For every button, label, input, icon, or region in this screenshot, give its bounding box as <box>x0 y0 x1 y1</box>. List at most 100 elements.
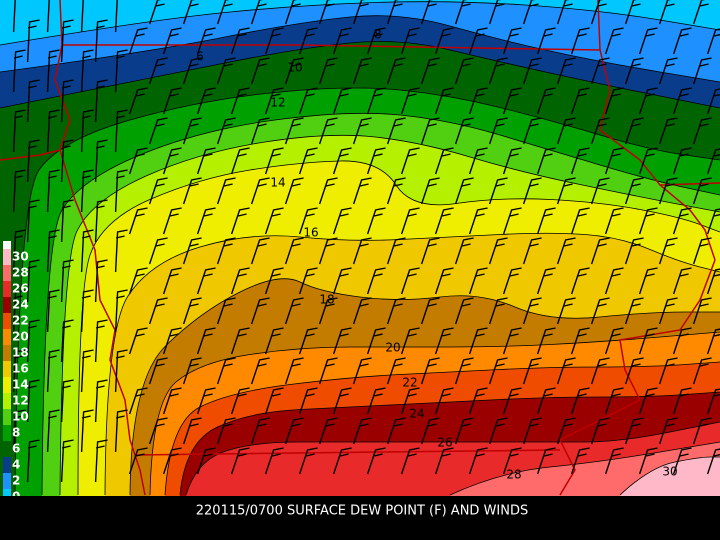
wind-barb <box>590 237 610 265</box>
wind-barb <box>488 177 508 205</box>
wind-barb <box>264 147 284 175</box>
wind-barb <box>284 357 304 385</box>
wind-barb <box>250 117 270 145</box>
wind-barb <box>638 267 658 295</box>
wind-barb <box>80 289 94 333</box>
wind-barb <box>386 237 406 265</box>
wind-barb <box>468 27 488 55</box>
band <box>620 457 720 496</box>
contour-line <box>0 15 720 83</box>
state-borders <box>0 0 720 496</box>
wind-barb <box>230 267 250 295</box>
wind-barb <box>658 117 678 145</box>
wind-barb <box>502 267 522 295</box>
wind-barb <box>502 147 522 175</box>
wind-barb <box>420 417 440 445</box>
wind-barb <box>298 267 318 295</box>
wind-barb <box>216 297 236 325</box>
wind-barb <box>604 327 624 355</box>
contour-line <box>0 1 720 46</box>
legend-swatch <box>3 457 11 473</box>
wind-barb <box>182 417 202 445</box>
wind-barb <box>264 447 284 475</box>
wind-barb <box>692 417 712 445</box>
wind-barb <box>420 57 440 85</box>
wind-barb <box>94 199 108 243</box>
wind-barb <box>488 357 508 385</box>
wind-barb <box>298 387 318 415</box>
wind-barb <box>60 199 74 243</box>
wind-barb <box>182 0 199 25</box>
wind-barb <box>522 417 542 445</box>
wind-barb <box>332 87 352 115</box>
wind-barb <box>196 27 216 55</box>
wind-barb <box>522 357 542 385</box>
wind-barb <box>26 139 40 183</box>
contour-label: 12 <box>270 96 285 110</box>
wind-barb <box>658 57 678 85</box>
wind-barb <box>264 87 284 115</box>
wind-barb <box>522 117 542 145</box>
wind-barb <box>216 357 236 385</box>
wind-barb <box>196 87 216 115</box>
border <box>558 259 716 496</box>
wind-barb <box>604 147 624 175</box>
wind-barb <box>60 19 74 63</box>
wind-barb <box>454 177 474 205</box>
wind-barb <box>284 417 304 445</box>
wind-barb <box>250 237 270 265</box>
wind-barb <box>468 267 488 295</box>
legend-label: 14 <box>12 378 29 392</box>
wind-barb <box>12 289 26 333</box>
wind-barb <box>658 357 678 385</box>
wind-barb <box>162 27 182 55</box>
wind-barb <box>114 409 128 453</box>
wind-barb <box>706 448 720 475</box>
wind-barb <box>230 327 250 355</box>
legend-swatch <box>3 265 11 281</box>
contour-label: 22 <box>402 376 417 390</box>
wind-barb <box>60 319 74 363</box>
wind-barb <box>502 447 522 475</box>
wind-barb <box>162 207 182 235</box>
wind-barb <box>128 207 148 235</box>
wind-barb <box>434 387 454 415</box>
wind-barb <box>230 27 250 55</box>
wind-barb <box>570 387 590 415</box>
wind-barb <box>624 417 644 445</box>
wind-barb <box>590 0 607 25</box>
color-legend: 302826242220181614121086420 <box>3 241 29 513</box>
wind-barb <box>536 87 556 115</box>
wind-barb <box>148 297 168 325</box>
wind-barb <box>468 327 488 355</box>
wind-barb <box>502 27 522 55</box>
border <box>59 0 601 51</box>
wind-barb <box>434 87 454 115</box>
border <box>134 449 561 456</box>
wind-barb <box>556 0 573 25</box>
legend-label: 18 <box>12 346 29 360</box>
wind-barb <box>46 349 60 393</box>
wind-barb <box>536 327 556 355</box>
wind-barb <box>488 0 505 25</box>
legend-label: 8 <box>12 426 20 440</box>
wind-barb <box>284 297 304 325</box>
caption: 220115/0700 SURFACE DEW POINT (F) AND WI… <box>196 504 529 519</box>
wind-barb <box>250 0 267 25</box>
wind-barb <box>264 207 284 235</box>
wind-barb <box>26 319 40 363</box>
legend-swatch <box>3 313 11 329</box>
contour-line <box>104 232 720 496</box>
wind-barb <box>454 417 474 445</box>
wind-barb <box>488 297 508 325</box>
wind-barb <box>318 177 338 205</box>
wind-barb <box>488 417 508 445</box>
wind-barb <box>128 387 148 415</box>
wind-barb <box>196 387 216 415</box>
legend-swatch <box>3 281 11 297</box>
wind-barb <box>196 267 216 295</box>
wind-barb <box>148 0 165 25</box>
wind-barb <box>692 297 712 325</box>
wind-barb <box>12 109 26 153</box>
wind-barb <box>216 117 236 145</box>
